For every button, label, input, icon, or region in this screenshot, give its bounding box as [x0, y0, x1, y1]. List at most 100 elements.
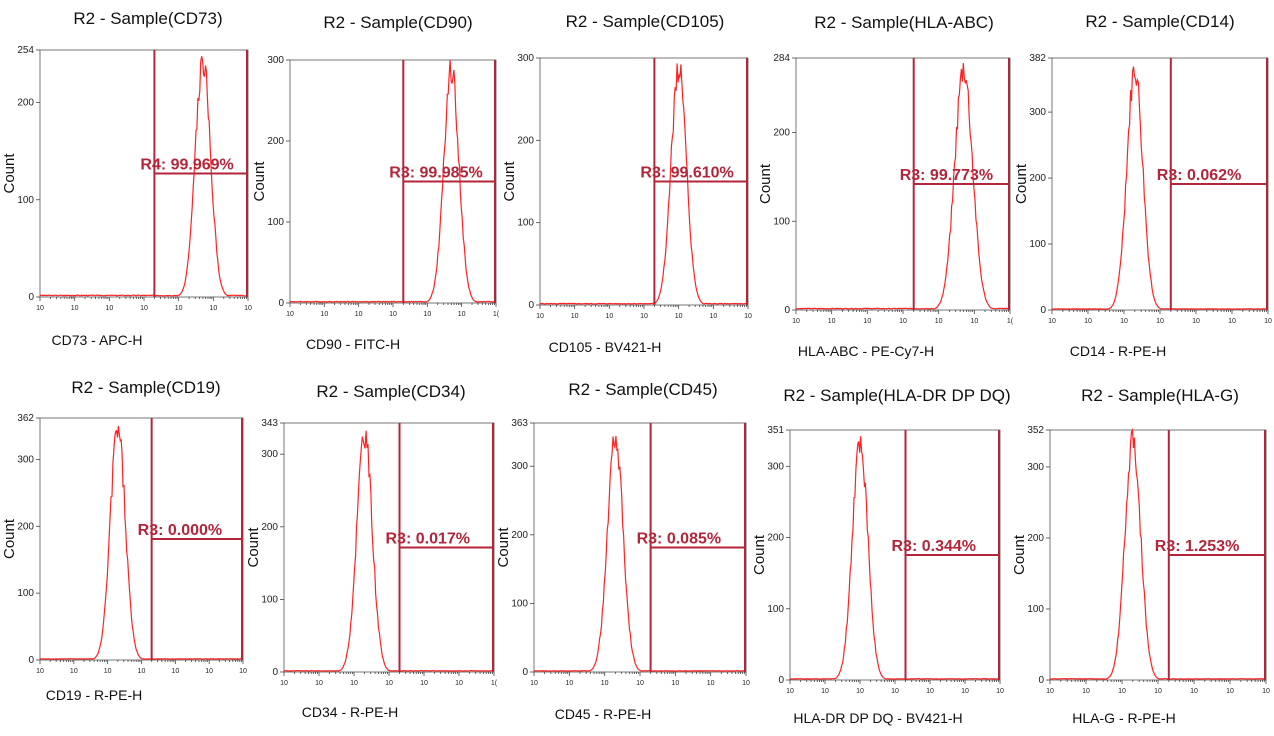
x-tick-label: 10	[601, 680, 609, 687]
y-tick-label: 300	[17, 454, 34, 465]
x-tick-label: 10	[675, 313, 683, 320]
x-tick-label: 10	[970, 318, 978, 325]
x-tick-label: 10	[565, 680, 573, 687]
x-tick-label: 10	[140, 305, 148, 312]
x-tick-label: 10	[280, 680, 288, 687]
y-axis-label: Count	[251, 161, 268, 202]
histogram-panel: R2 - Sample(CD73) Count 0 100 200 254 10 10 10 10…	[1, 9, 252, 348]
x-tick-label: 10	[1156, 318, 1164, 325]
panel-title: R2 - Sample(CD19)	[71, 378, 220, 397]
x-tick-label: 10	[458, 311, 466, 318]
x-tick-label: 1(	[1007, 318, 1014, 325]
x-tick-label: 10	[1046, 688, 1054, 695]
y-tick-label: 200	[17, 98, 34, 109]
gate-percentage-label: R4: 99.969%	[140, 157, 233, 174]
y-tick-label: 100	[767, 604, 784, 615]
x-tick-label: 10	[389, 311, 397, 318]
x-tick-label: 10	[286, 311, 294, 318]
histogram-panel: R2 - Sample(HLA-ABC) Count 0 100 200 284 10 10 1…	[757, 13, 1014, 359]
y-tick-label: 200	[511, 530, 528, 541]
x-tick-label: 10	[821, 688, 829, 695]
x-axis-label: CD105 - BV421-H	[549, 339, 662, 355]
x-tick-label: 10	[899, 318, 907, 325]
x-tick-label: 10	[209, 305, 217, 312]
x-tick-label: 10	[742, 680, 750, 687]
histogram-panel: R2 - Sample(CD19) Count 0 100 200 300 362 10 10 1…	[1, 378, 247, 703]
x-tick-label: 10	[996, 688, 1004, 695]
panel-title: R2 - Sample(CD105)	[566, 12, 725, 31]
x-tick-label: 10	[707, 680, 715, 687]
x-axis-label: CD19 - R-PE-H	[46, 687, 142, 703]
x-tick-label: 10	[71, 305, 79, 312]
histogram-curve	[289, 59, 497, 303]
x-tick-label: 10	[1262, 688, 1270, 695]
y-axis-label: Count	[1, 153, 18, 194]
gate-percentage-label: R3: 99.985%	[389, 165, 482, 182]
y-tick-label: 352	[1027, 425, 1044, 436]
y-tick-label: 200	[773, 128, 790, 139]
x-tick-label: 10	[961, 688, 969, 695]
y-axis-label: Count	[1011, 534, 1028, 575]
y-tick-label: 351	[767, 425, 784, 436]
x-tick-label: 10	[315, 680, 323, 687]
x-tick-label: 10	[863, 318, 871, 325]
y-tick-label: 100	[17, 195, 34, 206]
x-tick-label: 10	[36, 668, 44, 675]
x-tick-label: 10	[104, 668, 112, 675]
histogram-panel: R2 - Sample(CD45) Count 0 100 200 300 363 10 10 1…	[495, 380, 750, 722]
gate-percentage-label: R3: 0.085%	[637, 531, 722, 548]
y-tick-label: 0	[784, 305, 790, 316]
x-tick-label: 10	[350, 680, 358, 687]
x-axis-label: HLA-ABC - PE-Cy7-H	[798, 343, 934, 359]
y-tick-label: 284	[773, 53, 790, 64]
y-tick-label: 363	[511, 418, 528, 429]
histogram-curve	[39, 56, 249, 297]
y-tick-label: 300	[1029, 107, 1046, 118]
x-tick-label: 10	[455, 680, 463, 687]
x-tick-label: 10	[175, 305, 183, 312]
y-tick-label: 100	[1027, 604, 1044, 615]
x-tick-label: 10	[709, 313, 717, 320]
histogram-curve	[795, 63, 1011, 310]
x-tick-label: 10	[1048, 318, 1056, 325]
gate-percentage-label: R3: 0.017%	[386, 531, 471, 548]
histogram-curve	[1049, 427, 1267, 680]
y-tick-label: 300	[1027, 462, 1044, 473]
x-tick-label: 10	[536, 313, 544, 320]
x-tick-label: 1(	[491, 680, 498, 687]
panel-title: R2 - Sample(CD73)	[73, 9, 222, 28]
x-tick-label: 10	[891, 688, 899, 695]
x-tick-label: 10	[1264, 318, 1272, 325]
y-tick-label: 254	[17, 45, 34, 56]
x-tick-label: 10	[320, 311, 328, 318]
y-tick-label: 100	[1029, 239, 1046, 250]
panel-title: R2 - Sample(CD14)	[1085, 12, 1234, 31]
gate-percentage-label: R3: 0.000%	[138, 522, 223, 539]
y-axis-label: Count	[751, 534, 768, 575]
y-axis-label: Count	[495, 527, 512, 568]
x-tick-label: 10	[1120, 318, 1128, 325]
y-axis-label: Count	[1, 518, 18, 559]
y-axis-label: Count	[1013, 163, 1030, 204]
x-axis-label: CD90 - FITC-H	[306, 336, 400, 352]
y-axis-label: Count	[501, 161, 518, 202]
y-tick-label: 0	[28, 292, 34, 303]
y-tick-label: 200	[261, 522, 278, 533]
y-tick-label: 200	[1027, 533, 1044, 544]
x-tick-label: 10	[744, 313, 752, 320]
x-tick-label: 10	[671, 680, 679, 687]
histogram-panel: R2 - Sample(CD34) Count 0 100 200 300 343 10 10 1…	[245, 382, 498, 720]
x-tick-label: 10	[420, 680, 428, 687]
y-tick-label: 300	[267, 55, 284, 66]
y-tick-label: 100	[511, 598, 528, 609]
x-axis-label: HLA-DR DP DQ - BV421-H	[793, 710, 962, 726]
x-tick-label: 10	[828, 318, 836, 325]
x-axis-label: CD14 - R-PE-H	[1070, 343, 1166, 359]
x-tick-label: 10	[571, 313, 579, 320]
histogram-panel: R2 - Sample(CD90) Count 0 100 200 300 10 10 10 10…	[251, 13, 500, 352]
histogram-curve	[39, 425, 243, 660]
x-tick-label: 10	[792, 318, 800, 325]
y-tick-label: 0	[28, 655, 34, 666]
y-tick-label: 382	[1029, 53, 1046, 64]
